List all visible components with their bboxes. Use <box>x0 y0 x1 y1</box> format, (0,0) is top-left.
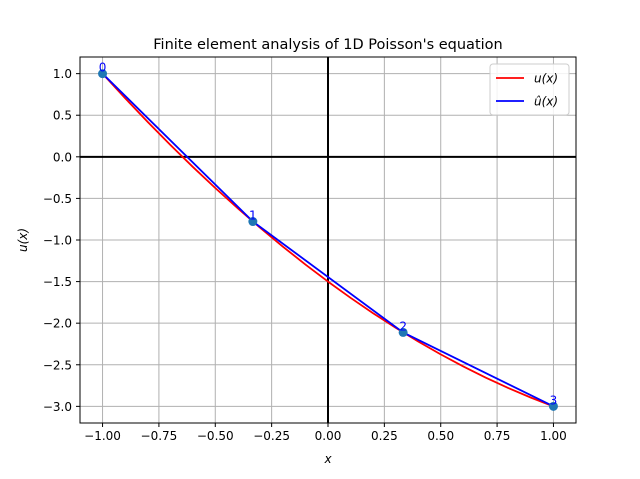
y-tick-label: −0.5 <box>43 192 72 206</box>
node-label: 2 <box>399 319 407 333</box>
x-axis-ticks: −1.00 −0.75 −0.50 −0.25 0.00 0.25 0.50 0.75 1.00 <box>84 423 567 443</box>
node-marker <box>248 217 258 227</box>
y-axis-ticks: 1.0 0.5 0.0 −0.5 −1.0 −1.5 −2.0 −2.5 −3.0 <box>43 67 80 414</box>
exact-solution-line <box>101 73 554 408</box>
y-tick-label: 0.0 <box>53 150 72 164</box>
node-label: 1 <box>249 209 257 223</box>
legend-approx-label: û(x) <box>534 95 558 109</box>
y-tick-label: −3.0 <box>43 400 72 414</box>
node-marker <box>398 327 408 337</box>
x-tick-label: −1.00 <box>84 429 121 443</box>
node-label: 0 <box>99 61 107 75</box>
y-tick-label: 0.5 <box>53 109 72 123</box>
legend-box <box>489 63 570 116</box>
node-markers: 0 1 2 3 <box>98 61 558 411</box>
x-tick-label: 0.75 <box>484 429 511 443</box>
x-tick-label: 0.25 <box>371 429 398 443</box>
node-label: 3 <box>550 393 558 407</box>
legend: u(x) û(x) <box>489 63 570 116</box>
x-tick-label: −0.25 <box>253 429 290 443</box>
node-marker <box>98 69 108 79</box>
y-tick-label: −1.0 <box>43 234 72 248</box>
x-tick-label: 0.00 <box>315 429 342 443</box>
y-tick-label: −1.5 <box>43 275 72 289</box>
y-axis-label: u(x) <box>16 228 30 252</box>
x-tick-label: −0.50 <box>197 429 234 443</box>
y-tick-label: 1.0 <box>53 67 72 81</box>
x-axis-label: x <box>323 452 332 466</box>
chart-title: Finite element analysis of 1D Poisson's … <box>153 37 502 53</box>
node-marker <box>548 401 558 411</box>
zero-axis-lines <box>80 57 576 423</box>
fem-approximation-line <box>101 72 554 408</box>
x-tick-label: 1.00 <box>540 429 567 443</box>
x-tick-label: 0.50 <box>427 429 454 443</box>
y-tick-label: −2.5 <box>43 358 72 372</box>
x-tick-label: −0.75 <box>141 429 178 443</box>
y-tick-label: −2.0 <box>43 317 72 331</box>
data-series <box>101 72 554 408</box>
legend-exact-label: u(x) <box>534 72 558 86</box>
